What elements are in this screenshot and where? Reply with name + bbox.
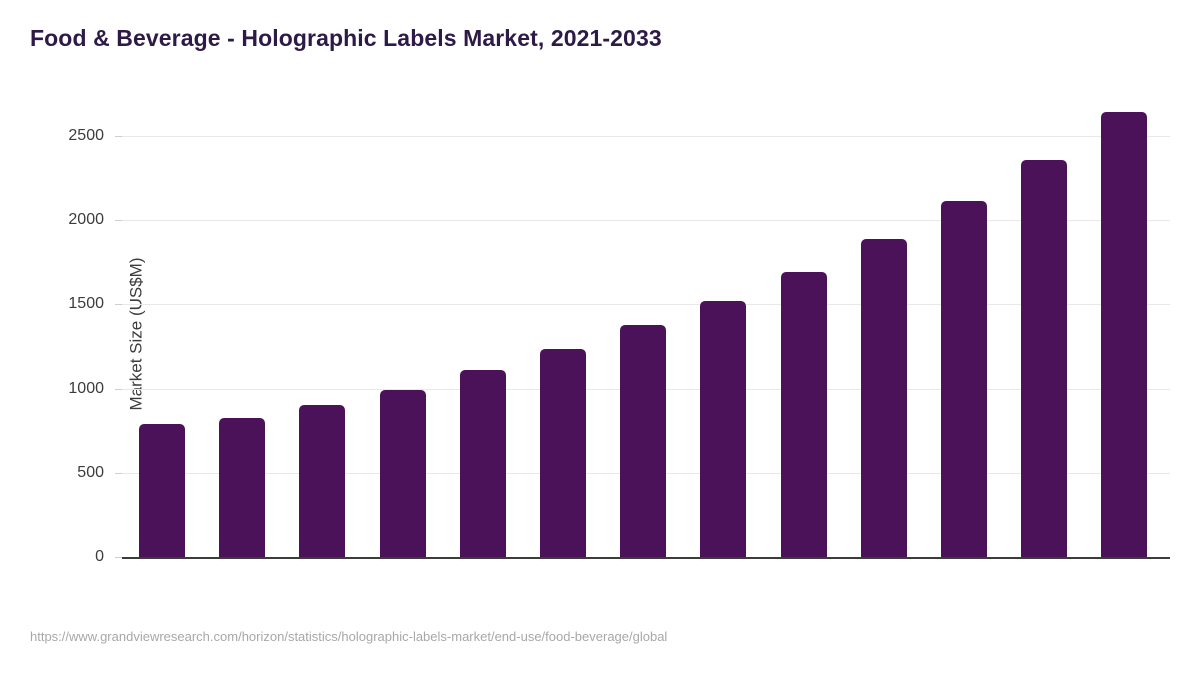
bar[interactable] <box>780 271 827 557</box>
bar[interactable] <box>941 200 987 557</box>
y-axis-title: Market Size (US$M) <box>126 256 146 411</box>
bar[interactable] <box>860 238 907 557</box>
bar[interactable] <box>379 390 426 557</box>
y-axis-tick-mark <box>115 472 122 474</box>
source-url: https://www.grandviewresearch.com/horizo… <box>30 629 668 644</box>
bar[interactable] <box>700 301 747 557</box>
y-axis-tick-label: 500 <box>77 463 104 481</box>
bar[interactable] <box>139 423 185 557</box>
y-axis-tick-label: 0 <box>95 548 104 565</box>
bar[interactable] <box>219 418 266 557</box>
bar[interactable] <box>1021 159 1068 557</box>
y-axis-tick-mark <box>115 220 122 222</box>
y-axis-tick-label: 2000 <box>68 211 104 229</box>
bar[interactable] <box>299 405 346 557</box>
y-axis-tick-mark <box>115 136 122 137</box>
bar[interactable] <box>459 370 506 557</box>
bar[interactable] <box>1101 112 1148 557</box>
gridline <box>122 220 1170 222</box>
gridline <box>122 304 1170 306</box>
bar[interactable] <box>540 349 586 557</box>
y-axis-tick-label: 2500 <box>68 127 104 144</box>
y-axis-tick-mark <box>115 304 122 306</box>
y-axis-tick-mark <box>115 388 122 390</box>
gridline <box>122 136 1170 137</box>
y-axis-tick-label: 1500 <box>68 295 104 313</box>
y-axis-tick-label: 1000 <box>68 379 104 397</box>
y-axis-tick-mark <box>115 557 122 558</box>
x-axis-line <box>122 557 1170 559</box>
bar[interactable] <box>620 325 667 557</box>
chart-title: Food & Beverage - Holographic Labels Mar… <box>30 25 662 51</box>
plot-area: Market Size (US$M) 0 500 1000 1500 2000 2500 … <box>68 110 1170 565</box>
